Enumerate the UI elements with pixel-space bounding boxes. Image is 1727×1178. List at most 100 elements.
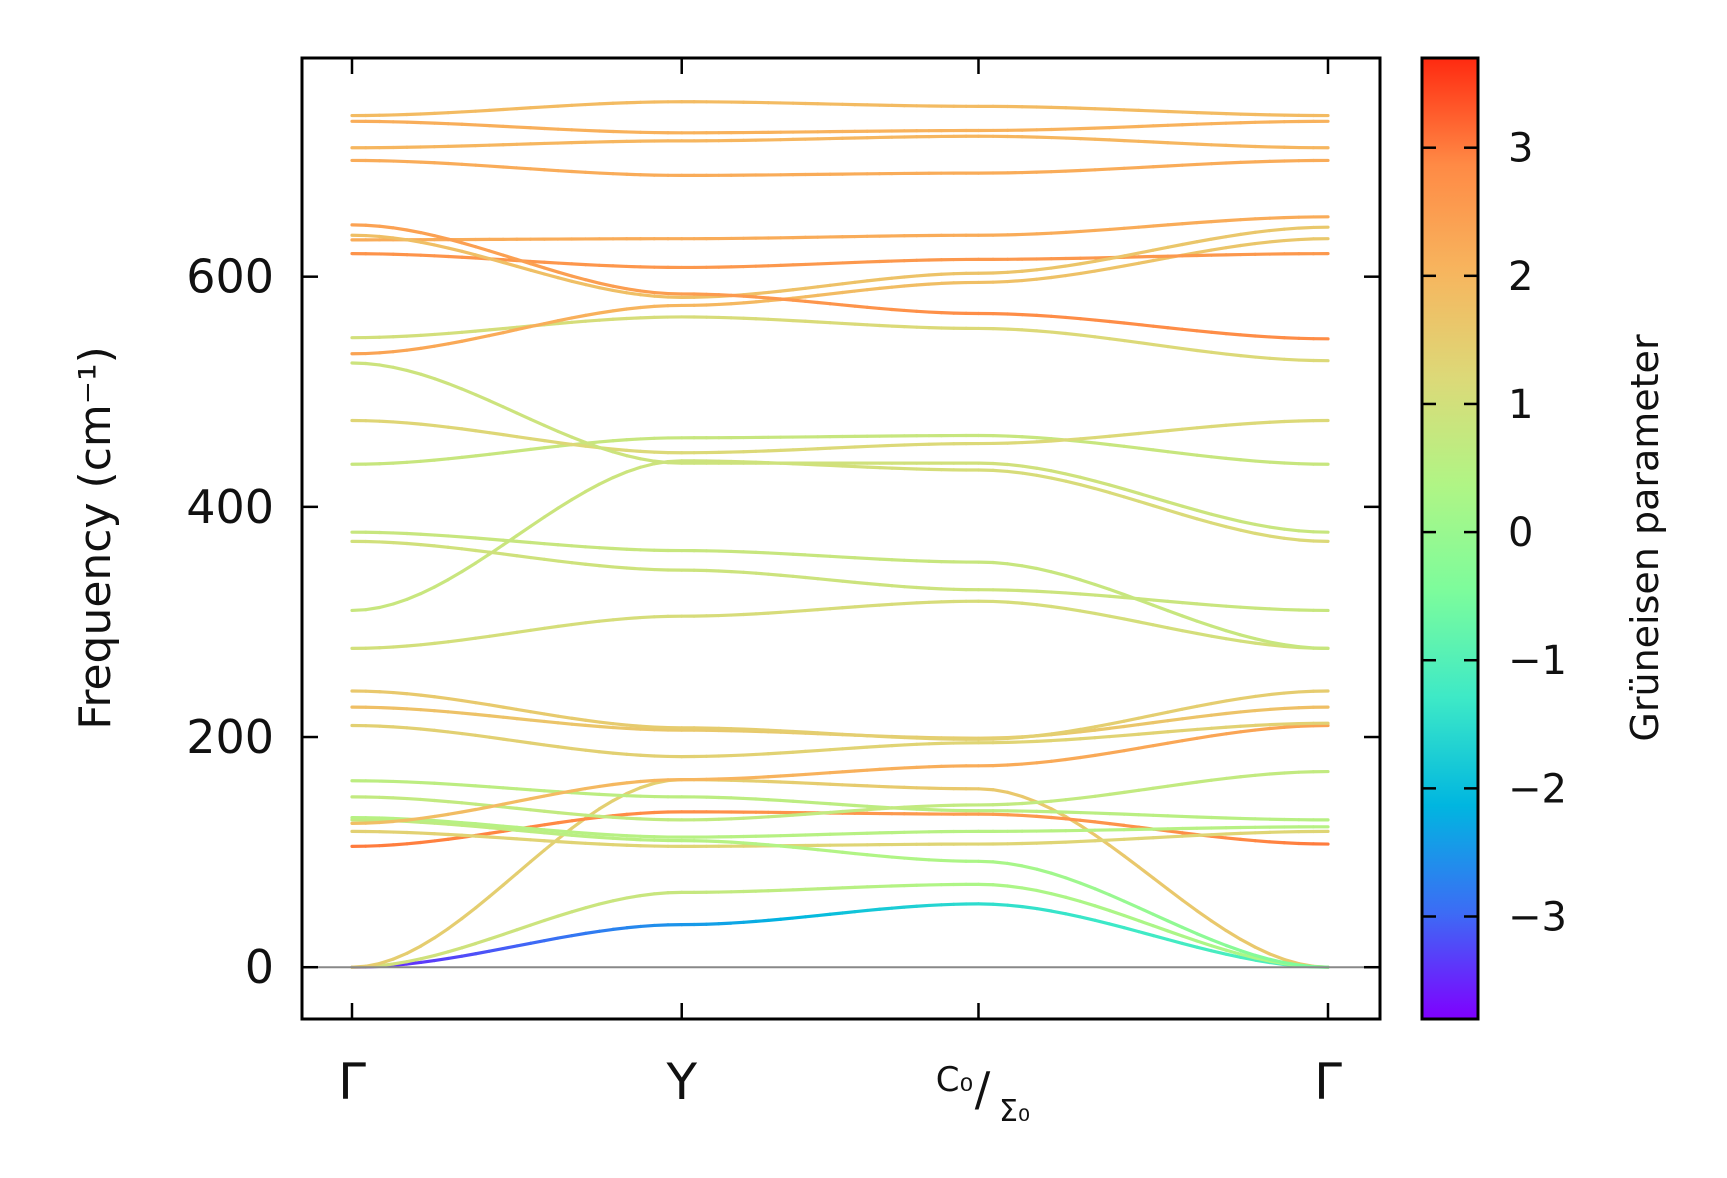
band-segment — [460, 387, 478, 397]
band-segment — [460, 807, 478, 814]
band-segment — [976, 787, 995, 792]
band-segment — [1195, 932, 1214, 942]
band-segment — [419, 831, 437, 836]
band-segment — [1137, 224, 1155, 229]
band-segment — [1078, 259, 1097, 266]
band-segment — [419, 111, 437, 116]
band-segment — [1180, 898, 1199, 913]
band-segment — [528, 540, 546, 546]
band-segment — [625, 924, 643, 930]
band-segment — [515, 166, 533, 171]
colorbar-label: Grüneisen parameter — [1623, 334, 1667, 742]
band-segment — [556, 829, 574, 834]
band-segment — [625, 834, 643, 838]
band-segment — [1180, 451, 1199, 457]
band-segment — [1006, 312, 1024, 317]
band-segment — [1166, 626, 1184, 633]
band-segment — [474, 802, 491, 808]
band-segment — [419, 231, 437, 238]
band-segment — [902, 558, 919, 563]
band-segment — [1078, 736, 1097, 741]
band-segment — [583, 718, 601, 724]
band-segment — [853, 783, 869, 788]
band-segment — [364, 961, 382, 968]
band-segment — [1195, 726, 1214, 732]
band-segment — [611, 836, 629, 841]
band-segment — [460, 109, 478, 114]
band-segment — [583, 831, 601, 836]
band-segment — [1282, 770, 1301, 775]
band-segment — [1282, 357, 1301, 362]
band-segment — [446, 710, 464, 715]
band-segment — [556, 543, 574, 548]
band-segment — [638, 457, 656, 463]
band-segment — [1049, 273, 1068, 280]
band-segment — [890, 584, 906, 589]
colorbar-ticks: −3 −2 −1 0 1 2 3 — [1422, 126, 1567, 940]
band-segment — [501, 715, 519, 721]
band-segment — [1122, 913, 1141, 923]
band-segment — [741, 796, 758, 801]
band-segment — [1020, 739, 1039, 744]
band-segment — [419, 253, 437, 258]
band-segment — [391, 706, 409, 711]
band-segment — [1122, 788, 1141, 794]
band-segment — [915, 273, 931, 278]
band-segment — [853, 464, 869, 469]
band-segment — [729, 816, 746, 821]
band-segment — [474, 552, 491, 565]
band-segment — [1166, 717, 1184, 723]
band-segment — [779, 916, 795, 921]
band-segment — [1239, 937, 1257, 949]
band-segment — [570, 169, 588, 174]
band-segment — [611, 896, 629, 903]
band-segment — [840, 605, 857, 610]
band-segment — [1093, 582, 1112, 592]
band-segment — [766, 610, 783, 615]
band-segment — [597, 618, 615, 623]
band-segment — [487, 835, 505, 840]
band-segment — [1064, 573, 1083, 582]
band-segment — [1268, 643, 1286, 648]
band-segment — [1239, 773, 1257, 779]
band-segment — [460, 547, 478, 553]
band-segment — [853, 556, 869, 561]
band-segment — [556, 811, 574, 816]
band-segment — [501, 827, 519, 832]
band-segment — [1180, 780, 1199, 786]
band-segment — [597, 782, 615, 789]
band-segment — [816, 554, 832, 558]
band-segment — [1151, 448, 1170, 454]
band-segment — [1268, 722, 1286, 727]
band-segment — [1137, 930, 1155, 938]
band-segment — [1064, 262, 1083, 268]
band-segment — [1137, 906, 1155, 916]
band-segment — [1137, 597, 1155, 602]
band-segment — [611, 101, 629, 105]
band-line — [350, 902, 1330, 969]
band-segment — [1151, 603, 1170, 613]
band-segment — [638, 304, 656, 310]
x-tick-label-slash: / — [975, 1062, 991, 1116]
band-segment — [1020, 328, 1039, 333]
band-segment — [1268, 840, 1286, 845]
band-segment — [432, 956, 450, 963]
band-segment — [364, 223, 382, 228]
band-segment — [597, 564, 615, 569]
band-segment — [1049, 604, 1068, 611]
band-segment — [1239, 519, 1257, 527]
band-segment — [1078, 317, 1097, 322]
band-segment — [754, 918, 770, 923]
band-segment — [583, 128, 601, 133]
band-segment — [853, 745, 869, 750]
band-segment — [597, 263, 615, 268]
band-segment — [597, 317, 615, 322]
band-segment — [766, 917, 783, 922]
band-segment — [652, 304, 670, 308]
band-segment — [474, 784, 491, 789]
band-segment — [853, 768, 869, 773]
band-segment — [528, 918, 546, 927]
band-segment — [853, 851, 869, 857]
band-segment — [828, 554, 845, 559]
band-segment — [1282, 226, 1301, 231]
